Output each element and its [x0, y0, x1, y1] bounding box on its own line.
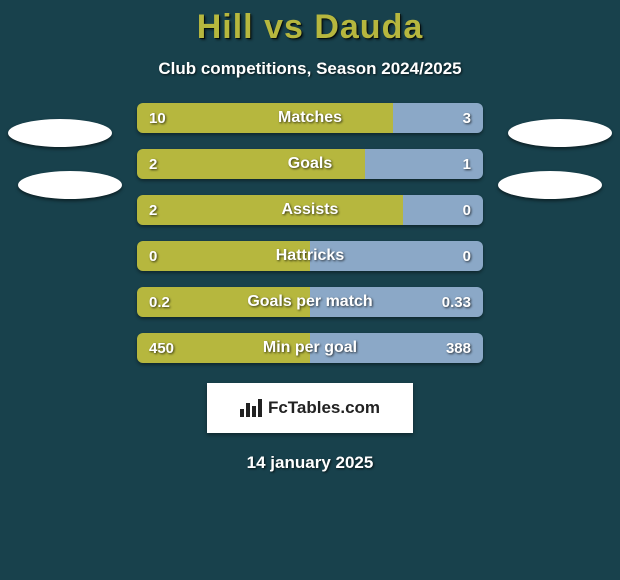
stat-seg-left [137, 195, 403, 225]
stat-row: Assists20 [137, 195, 483, 225]
stat-seg-left [137, 333, 310, 363]
stat-seg-left [137, 241, 310, 271]
stat-seg-left [137, 103, 393, 133]
stat-row: Goals21 [137, 149, 483, 179]
date-label: 14 january 2025 [0, 453, 620, 473]
player-shadow-right-1 [508, 119, 612, 147]
logo-text: FcTables.com [268, 398, 380, 418]
stat-seg-right [310, 287, 483, 317]
player-shadow-left-1 [8, 119, 112, 147]
stat-seg-right [310, 333, 483, 363]
logo-box: FcTables.com [207, 383, 413, 433]
comparison-card: Hill vs Dauda Club competitions, Season … [0, 0, 620, 580]
stat-seg-left [137, 287, 310, 317]
stats-area: Matches103 Goals21 Assists20 Hattricks00 Goa… [0, 103, 620, 473]
stat-row: Matches103 [137, 103, 483, 133]
stat-row: Min per goal450388 [137, 333, 483, 363]
stat-bars: Matches103 Goals21 Assists20 Hattricks00 Goa… [137, 103, 483, 363]
stat-seg-right [310, 241, 483, 271]
bar-chart-icon [240, 397, 262, 420]
player-shadow-left-2 [18, 171, 122, 199]
stat-seg-left [137, 149, 365, 179]
subtitle: Club competitions, Season 2024/2025 [0, 59, 620, 79]
stat-seg-right [393, 103, 483, 133]
page-title: Hill vs Dauda [0, 0, 620, 47]
stat-seg-right [403, 195, 483, 225]
stat-row: Hattricks00 [137, 241, 483, 271]
stat-seg-right [365, 149, 483, 179]
player-shadow-right-2 [498, 171, 602, 199]
stat-row: Goals per match0.20.33 [137, 287, 483, 317]
